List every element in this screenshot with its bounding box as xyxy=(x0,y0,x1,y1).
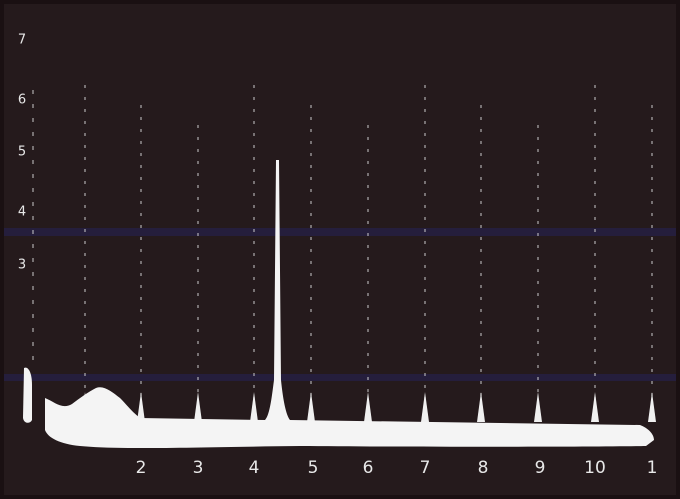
graticule xyxy=(32,85,656,422)
x-label: 8 xyxy=(478,458,489,478)
spike xyxy=(421,392,429,422)
x-label: 6 xyxy=(363,458,374,478)
spike xyxy=(534,392,542,422)
spike xyxy=(477,392,485,422)
x-label: 4 xyxy=(249,458,260,478)
spike xyxy=(364,392,372,422)
x-label: 1 xyxy=(647,458,658,478)
y-label: 3 xyxy=(18,258,26,273)
x-label: 5 xyxy=(308,458,319,478)
scan-band xyxy=(4,374,676,381)
x-label: 9 xyxy=(535,458,546,478)
spike xyxy=(648,392,656,422)
trace-marker xyxy=(23,367,32,423)
y-label: 7 xyxy=(18,33,26,48)
y-label: 6 xyxy=(18,93,26,108)
spike xyxy=(307,392,315,422)
x-label: 10 xyxy=(584,458,606,478)
x-label: 2 xyxy=(136,458,147,478)
spike xyxy=(194,392,202,422)
spike xyxy=(137,392,145,422)
spike xyxy=(250,392,258,422)
x-label: 7 xyxy=(420,458,431,478)
spike xyxy=(591,392,599,422)
scan-band xyxy=(4,228,676,236)
labels: 7 6 5 4 3 2 3 4 5 6 7 8 9 10 1 xyxy=(18,33,658,479)
y-label: 4 xyxy=(18,205,26,220)
y-label: 5 xyxy=(18,145,26,160)
x-label: 3 xyxy=(193,458,204,478)
trace xyxy=(45,160,654,449)
